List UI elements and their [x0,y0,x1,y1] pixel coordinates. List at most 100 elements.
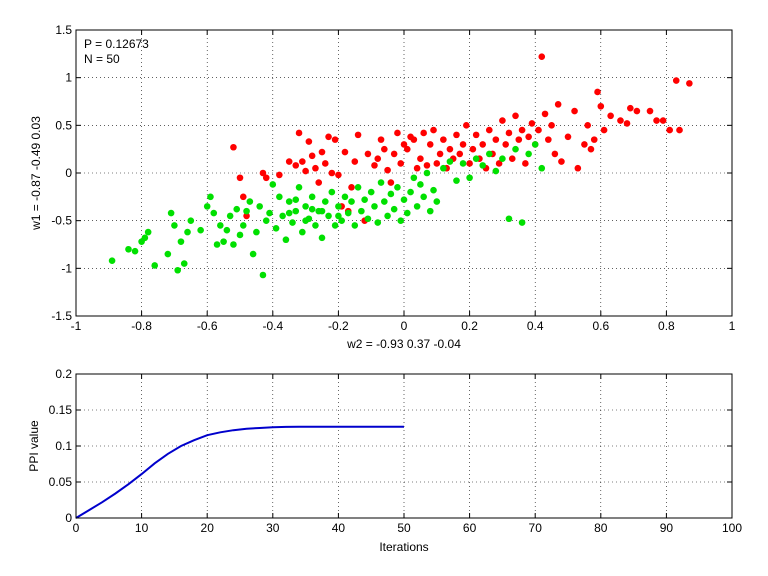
data-point-red [594,88,601,96]
data-point-green [485,150,493,158]
data-point-green [197,226,204,234]
x-tick-label: 80 [594,521,608,535]
x-tick-label: 100 [722,521,742,535]
y-axis-label: PPI value [27,420,41,472]
data-point-red [417,155,424,162]
data-point-green [276,193,283,201]
data-point-green [397,217,405,224]
data-point-green [525,150,532,158]
axes-box [75,29,733,317]
data-point-green [420,193,427,201]
data-point-green [184,228,191,236]
data-point-green [394,184,401,191]
y-tick-label: 0 [65,511,72,525]
data-point-green [325,212,332,220]
data-point-red [308,152,316,160]
x-tick-label: -0.8 [131,319,152,333]
data-point-red [686,80,693,87]
data-point-red [541,110,549,118]
data-point-green [131,247,139,255]
data-point-green [141,234,149,242]
x-tick-label: 0.4 [527,319,544,333]
data-point-green [413,203,421,210]
data-point-green [171,222,178,229]
y-tick-label: -0.5 [51,214,72,228]
y-tick-label: 0.5 [55,118,72,132]
data-point-green [279,212,286,220]
data-point-green [371,203,378,210]
annotation-p-value: P = 0.12673 [84,37,149,51]
data-point-red [558,158,565,165]
y-tick-label: 1 [65,71,72,85]
data-point-green [430,186,437,194]
data-point-red [587,145,595,153]
y-tick-label: 0.2 [55,367,72,381]
data-point-green [108,257,116,265]
data-point-red [285,158,293,165]
data-point-green [259,271,267,279]
data-point-green [381,198,388,205]
data-point-green [180,260,188,267]
data-point-green [426,207,434,215]
data-point-green [518,219,526,226]
data-point-red [295,129,303,137]
data-point-red [607,112,614,120]
data-point-red [440,136,447,143]
data-point-red [676,126,683,134]
data-point-green [512,145,519,153]
data-point-green [341,193,349,201]
data-point-red [512,112,519,120]
data-point-green [318,207,326,215]
data-point-red [627,104,634,112]
data-point-red [305,138,313,145]
data-point-green [292,196,300,203]
data-point-green [164,250,172,258]
data-point-green [446,158,454,165]
data-point-green [331,222,339,229]
data-point-green [213,241,221,248]
data-point-red [302,167,309,175]
data-point-green [266,209,273,217]
ppi-line [75,425,404,519]
data-point-green [177,238,185,245]
data-point-red [374,155,382,162]
x-tick-label: -0.6 [197,319,218,333]
data-point-green [203,203,211,210]
x-tick-label: 10 [135,521,149,535]
y-tick-label: 0.05 [49,475,73,489]
data-point-green [367,188,375,196]
data-point-red [354,131,362,139]
data-point-red [371,162,378,169]
y-tick-label: -1 [61,261,72,275]
data-point-green [377,179,385,186]
data-point-red [463,122,470,129]
data-point-red [571,107,578,115]
data-point-green [400,196,408,203]
data-point-red [528,120,536,127]
data-point-green [207,193,214,201]
data-point-red [410,136,418,143]
data-point-red [574,164,582,172]
data-point-green [364,215,372,223]
data-point-red [623,120,631,127]
data-point-red [600,126,608,134]
x-tick-label: -0.2 [328,319,349,333]
data-point-red [325,133,332,141]
data-point-green [328,188,336,196]
x-tick-label: 0.2 [461,319,478,333]
data-point-red [276,171,283,179]
data-point-green [217,222,224,229]
data-point-green [403,209,411,217]
data-point-red [551,150,559,158]
data-point-red [328,169,336,177]
x-tick-label: 0 [401,319,408,333]
data-point-green [210,209,218,217]
data-point-red [472,131,480,139]
data-point-green [390,205,398,213]
data-point-green [239,222,247,229]
y-tick-label: 1.5 [55,23,72,37]
data-point-red [413,164,421,172]
data-point-green [226,212,234,220]
data-point-green [417,181,424,188]
